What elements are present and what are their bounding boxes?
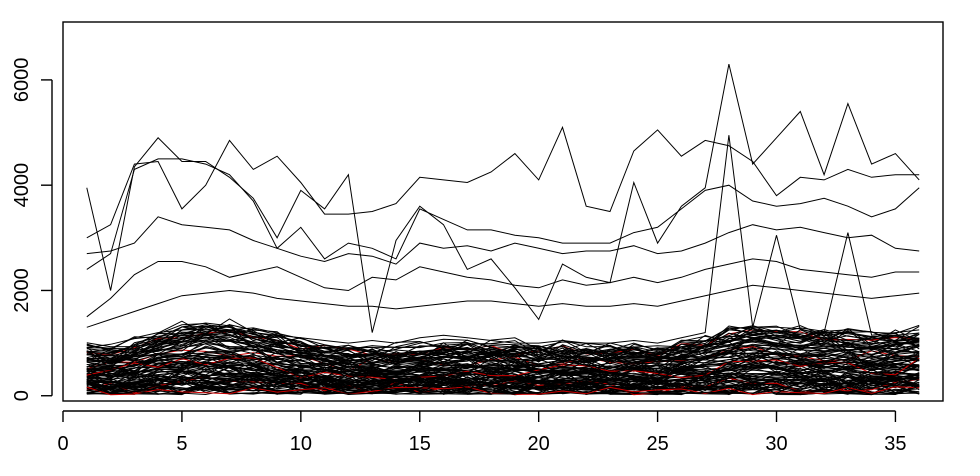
series-line [86, 216, 920, 265]
x-tick-label: 15 [409, 433, 431, 455]
series-line [86, 381, 920, 396]
series-line [86, 352, 920, 383]
y-tick-label: 0 [11, 390, 33, 401]
series-line [86, 324, 920, 362]
x-tick-label: 0 [57, 433, 68, 455]
series-line [86, 351, 920, 375]
series-line [86, 284, 920, 328]
series-line [86, 353, 920, 377]
y-tick-label: 2000 [11, 268, 33, 313]
series-line [86, 339, 920, 363]
series-line [86, 361, 920, 382]
series-line [86, 158, 920, 270]
series-line [86, 377, 920, 391]
series-line [86, 371, 920, 384]
series-line [86, 343, 920, 370]
x-tick-label: 35 [884, 433, 906, 455]
series-line [86, 378, 920, 396]
series-line [86, 125, 920, 239]
y-tick-label: 6000 [11, 58, 33, 103]
series-line [86, 366, 920, 384]
plot-frame [62, 21, 944, 402]
x-tick-label: 30 [765, 433, 787, 455]
x-axis: 0 5 10 15 20 25 30 35 [57, 410, 907, 455]
series-line [86, 340, 920, 366]
x-tick-label: 25 [646, 433, 668, 455]
series-line [86, 366, 920, 389]
series-line [86, 357, 920, 381]
x-tick-label: 20 [528, 433, 550, 455]
series-line [86, 336, 920, 363]
series-line [86, 325, 920, 359]
series-line [86, 258, 920, 318]
x-tick-label: 5 [176, 433, 187, 455]
y-axis: 0 2000 4000 6000 [11, 58, 53, 401]
series-layer [86, 63, 920, 396]
x-tick-label: 10 [290, 433, 312, 455]
y-tick-label: 4000 [11, 163, 33, 208]
series-line [86, 135, 920, 349]
series-line [86, 63, 920, 333]
